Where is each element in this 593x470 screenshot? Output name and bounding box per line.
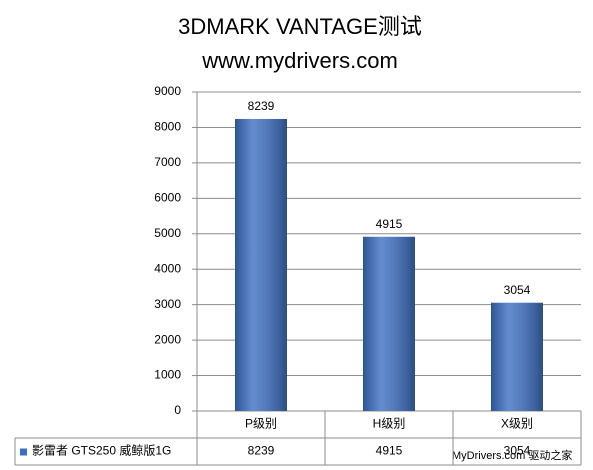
y-tick-label: 4000: [154, 261, 181, 275]
bar-shade: [363, 236, 415, 411]
x-tick-label: H级别: [373, 417, 406, 431]
bar-shade: [235, 118, 287, 412]
y-tick-label: 3000: [154, 297, 181, 311]
bar-shade: [491, 302, 543, 411]
y-tick-label: 2000: [154, 332, 181, 346]
data-label: 3054: [504, 283, 531, 297]
watermark: MyDrivers.com 驱动之家: [452, 448, 572, 462]
table-value: 4915: [376, 444, 403, 458]
table-value: 8239: [248, 444, 275, 458]
y-tick-label: 7000: [154, 155, 181, 169]
x-tick-label: P级别: [245, 417, 277, 431]
x-tick-label: X级别: [501, 417, 533, 431]
table-value: 3054: [504, 444, 531, 458]
y-tick-label: 1000: [154, 368, 181, 382]
chart-title: 3DMARK VANTAGE测试: [178, 14, 422, 39]
chart-subtitle: www.mydrivers.com: [201, 48, 398, 73]
y-tick-label: 5000: [154, 226, 181, 240]
legend-swatch: [20, 448, 27, 456]
legend-label: 影雷者 GTS250 威鲸版1G: [32, 443, 171, 458]
y-tick-label: 0: [174, 403, 181, 417]
y-tick-label: 8000: [154, 120, 181, 134]
y-tick-label: 9000: [154, 84, 181, 98]
y-tick-label: 6000: [154, 191, 181, 205]
data-label: 8239: [248, 99, 275, 113]
data-label: 4915: [376, 217, 403, 231]
